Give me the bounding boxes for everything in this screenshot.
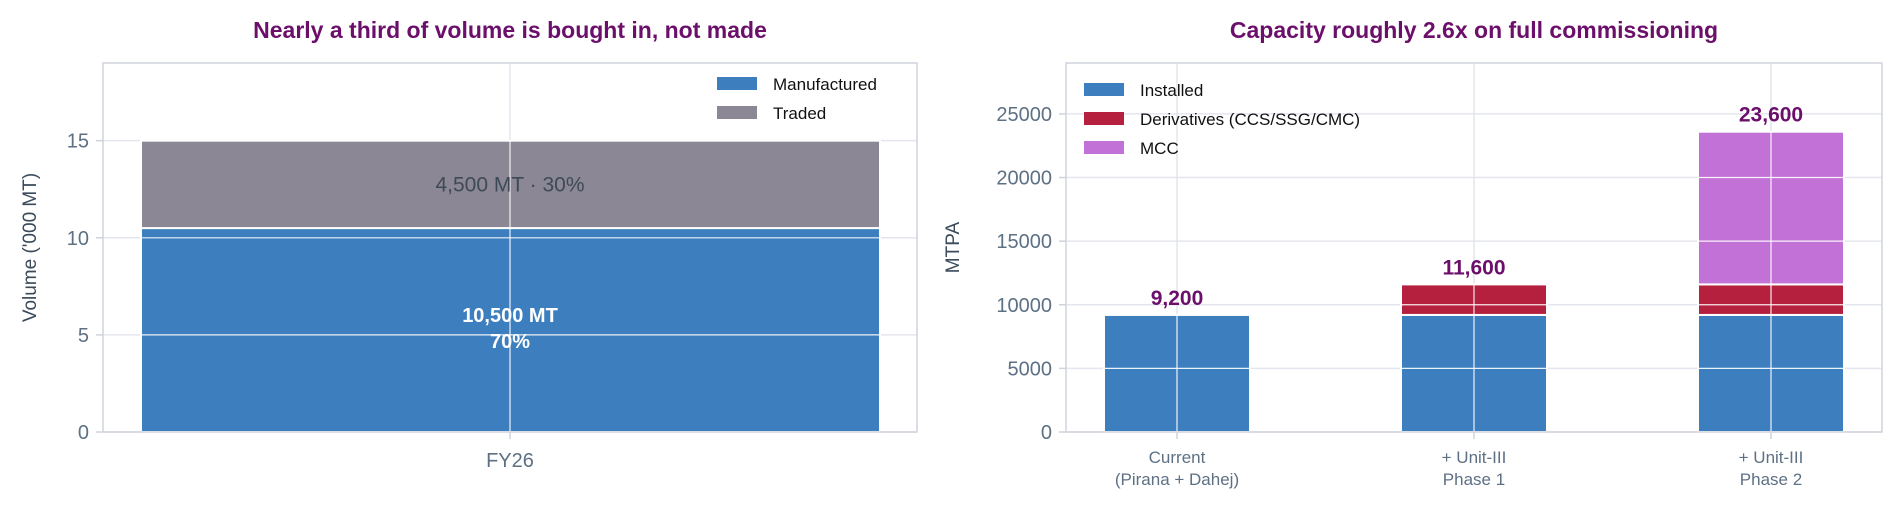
y-tick-label: 10000 [996,295,1052,317]
legend-label: Traded [773,104,826,123]
manufactured-share-label: 70% [490,331,530,353]
capacity-chart: 9,200 Current (Pirana + Dahej) 11,600 + Unit… [943,17,1883,489]
x-tick-label: Phase 1 [1443,470,1505,489]
manufactured-data-label: 10,500 MT [462,305,558,327]
total-data-label: 9,200 [1151,287,1204,310]
legend-swatch [1084,83,1124,96]
y-axis-label: MTPA [943,221,964,273]
volume-mix-chart: 10,500 MT 70% 4,500 MT · 30% 0 5 10 15 FY26 Volu… [20,17,918,472]
y-tick-label: 25000 [996,104,1052,126]
y-axis-label: Volume ('000 MT) [20,173,41,322]
x-tick-label: + Unit-III [1739,448,1804,467]
x-tick-label: FY26 [486,450,534,472]
total-data-label: 23,600 [1739,104,1803,127]
legend-swatch [1084,112,1124,125]
y-tick-label: 20000 [996,168,1052,190]
legend-label: Derivatives (CCS/SSG/CMC) [1140,110,1360,129]
total-data-label: 11,600 [1442,256,1505,279]
chart-title: Capacity roughly 2.6x on full commission… [1230,17,1718,43]
legend-swatch [717,106,757,119]
legend-label: Manufactured [773,75,877,94]
y-tick-label: 10 [67,228,89,250]
y-tick-label: 0 [1041,422,1052,444]
chart-title: Nearly a third of volume is bought in, n… [253,17,767,43]
traded-data-label: 4,500 MT · 30% [435,173,584,196]
x-tick-label: Current [1149,448,1206,467]
legend-swatch [717,77,757,90]
y-tick-label: 0 [78,422,89,444]
y-tick-label: 15 [67,131,89,153]
x-tick-label: (Pirana + Dahej) [1115,470,1239,489]
x-tick-label: Phase 2 [1740,470,1802,489]
legend-label: Installed [1140,81,1203,100]
x-tick-label: + Unit-III [1442,448,1507,467]
legend-swatch [1084,141,1124,154]
y-tick-label: 5 [78,325,89,347]
y-tick-label: 5000 [1008,358,1053,380]
legend-label: MCC [1140,139,1179,158]
axes-frame [1065,62,1883,433]
y-tick-label: 15000 [996,231,1052,253]
